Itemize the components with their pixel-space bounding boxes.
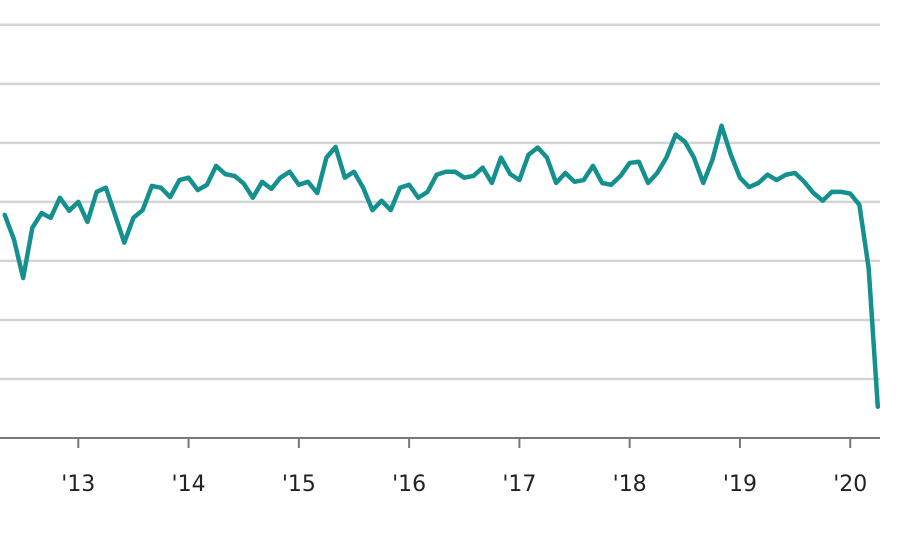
x-tick-label: '16 xyxy=(392,472,426,497)
x-tick-label: '14 xyxy=(172,472,206,497)
x-tick-label: '19 xyxy=(723,472,757,497)
x-tick-label: '13 xyxy=(61,472,95,497)
data-line xyxy=(2,123,881,409)
x-tick-label: '17 xyxy=(502,472,536,497)
x-tick-label: '20 xyxy=(833,472,867,497)
x-tick-label: '15 xyxy=(282,472,316,497)
x-tick-label: '18 xyxy=(613,472,647,497)
